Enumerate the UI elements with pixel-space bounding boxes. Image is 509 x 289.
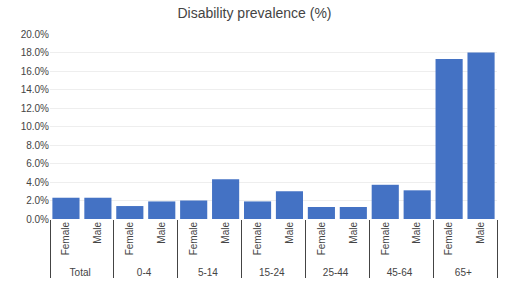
svg-text:Female: Female <box>124 222 135 256</box>
svg-text:18.0%: 18.0% <box>21 47 49 58</box>
svg-text:Male: Male <box>411 222 422 244</box>
svg-text:4.0%: 4.0% <box>26 177 49 188</box>
svg-text:Disability prevalence (%): Disability prevalence (%) <box>177 5 331 21</box>
svg-text:12.0%: 12.0% <box>21 103 49 114</box>
svg-text:Total: Total <box>70 267 91 278</box>
svg-text:Female: Female <box>316 222 327 256</box>
svg-text:45-64: 45-64 <box>387 267 413 278</box>
svg-text:Male: Male <box>284 222 295 244</box>
svg-text:Male: Male <box>92 222 103 244</box>
svg-text:2.0%: 2.0% <box>26 195 49 206</box>
svg-text:Male: Male <box>475 222 486 244</box>
svg-text:0.0%: 0.0% <box>26 214 49 225</box>
svg-text:Male: Male <box>220 222 231 244</box>
svg-text:0-4: 0-4 <box>137 267 152 278</box>
svg-text:20.0%: 20.0% <box>21 29 49 40</box>
svg-text:16.0%: 16.0% <box>21 66 49 77</box>
svg-text:Female: Female <box>188 222 199 256</box>
svg-text:6.0%: 6.0% <box>26 158 49 169</box>
svg-text:14.0%: 14.0% <box>21 84 49 95</box>
svg-text:Male: Male <box>348 222 359 244</box>
svg-text:25-44: 25-44 <box>323 267 349 278</box>
svg-text:Female: Female <box>443 222 454 256</box>
svg-text:Female: Female <box>380 222 391 256</box>
svg-text:8.0%: 8.0% <box>26 140 49 151</box>
svg-text:Male: Male <box>156 222 167 244</box>
svg-text:5-14: 5-14 <box>198 267 218 278</box>
svg-text:65+: 65+ <box>455 267 472 278</box>
svg-text:Female: Female <box>252 222 263 256</box>
svg-text:Female: Female <box>60 222 71 256</box>
svg-text:10.0%: 10.0% <box>21 121 49 132</box>
svg-text:15-24: 15-24 <box>259 267 285 278</box>
